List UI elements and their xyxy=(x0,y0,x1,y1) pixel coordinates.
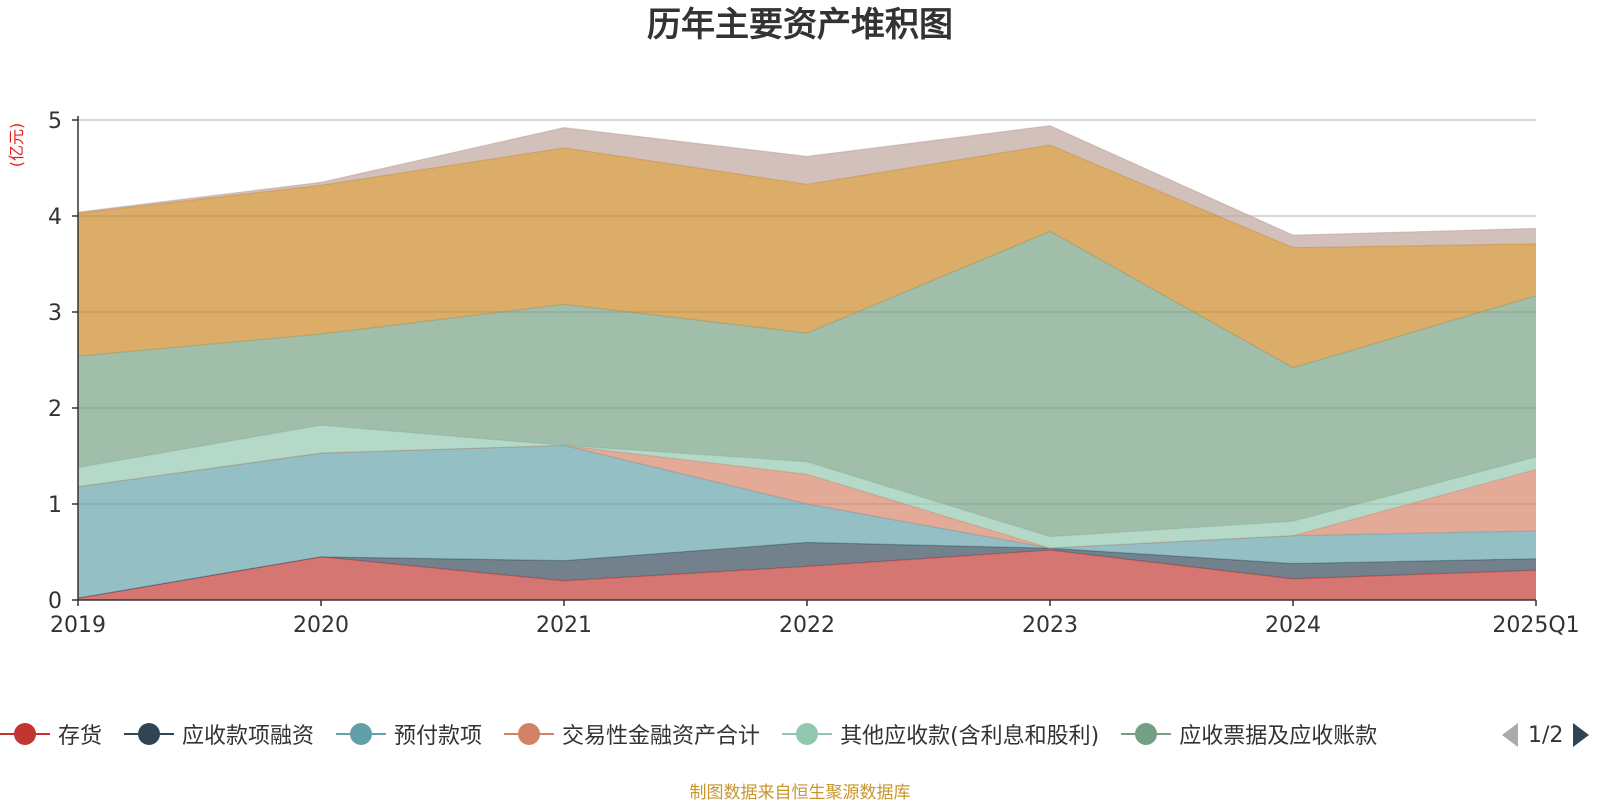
legend-pager: 1/2 xyxy=(1500,718,1591,752)
stacked-areas xyxy=(77,125,1537,600)
legend-label: 其他应收款(含利息和股利) xyxy=(840,724,1100,749)
legend-item-6[interactable]: 应收票据及应收账款 xyxy=(1121,718,1377,750)
legend-item-3[interactable]: 预付款项 xyxy=(336,718,482,750)
area-edge-series-8 xyxy=(77,125,1537,236)
legend-label: 预付款项 xyxy=(394,724,483,749)
x-axis-ticks: 2019 2020 2021 2022 2023 2024 2025Q1 xyxy=(50,600,1580,638)
x-tick-label: 2020 xyxy=(293,613,349,638)
legend-label: 交易性金融资产合计 xyxy=(562,724,761,749)
area-series-3 xyxy=(78,445,1536,599)
x-tick-label: 2021 xyxy=(536,613,592,638)
y-axis-ticks: 0 1 2 3 4 5 xyxy=(48,109,78,614)
legend-item-2[interactable]: 应收款项融资 xyxy=(124,718,314,750)
legend-label: 应收票据及应收账款 xyxy=(1179,724,1378,749)
legend-marker-icon xyxy=(782,723,833,745)
y-tick-label: 1 xyxy=(48,493,62,518)
legend-item-4[interactable]: 交易性金融资产合计 xyxy=(504,718,760,750)
chart-title: 历年主要资产堆积图 xyxy=(647,5,953,45)
x-tick-label: 2023 xyxy=(1022,613,1078,638)
x-tick-label: 2019 xyxy=(50,613,106,638)
legend-item-1[interactable]: 存货 xyxy=(0,718,102,750)
y-tick-label: 2 xyxy=(48,397,62,422)
x-tick-label: 2022 xyxy=(779,613,835,638)
y-axis-unit-label: (亿元) xyxy=(7,123,26,168)
legend-marker-icon xyxy=(0,723,50,745)
area-series-6 xyxy=(78,231,1536,537)
legend-label: 存货 xyxy=(58,724,103,749)
source-note: 制图数据来自恒生聚源数据库 xyxy=(689,783,911,803)
legend-marker-icon xyxy=(336,723,387,745)
legend-marker-icon xyxy=(1121,723,1172,745)
legend-item-5[interactable]: 其他应收款(含利息和股利) xyxy=(782,718,1099,750)
x-tick-label: 2024 xyxy=(1265,613,1321,638)
y-tick-label: 4 xyxy=(48,205,62,230)
area-series-4 xyxy=(78,445,1536,549)
legend-marker-icon xyxy=(504,723,555,745)
y-tick-label: 3 xyxy=(48,301,62,326)
legend-label: 应收款项融资 xyxy=(182,724,315,749)
chevron-left-icon[interactable] xyxy=(1500,721,1520,749)
chevron-right-icon[interactable] xyxy=(1571,721,1591,749)
y-tick-label: 0 xyxy=(48,589,62,614)
legend-marker-icon xyxy=(124,723,175,745)
y-tick-label: 5 xyxy=(48,109,62,134)
area-series-7 xyxy=(78,144,1536,368)
x-tick-label: 2025Q1 xyxy=(1492,613,1579,638)
area-series-1 xyxy=(78,550,1536,600)
legend: 存货 应收款项融资 预付款项 交易性金融资产合计 其他应收款(含利息和股利) 应收票据及应… xyxy=(0,716,1600,752)
legend-page-indicator: 1/2 xyxy=(1528,722,1564,748)
area-series-8 xyxy=(78,125,1536,248)
